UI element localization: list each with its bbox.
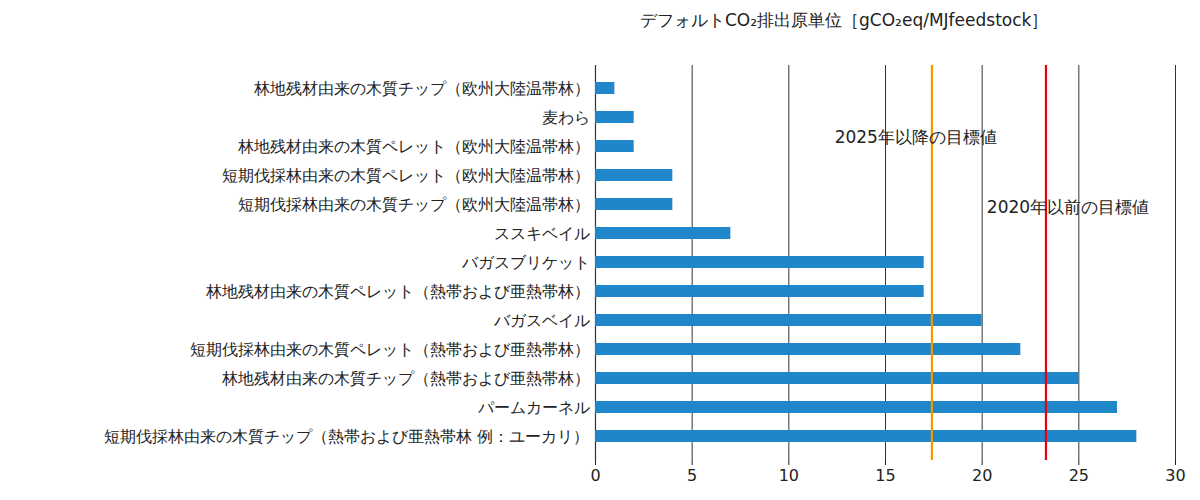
- svg-text:2025年以降の目標値: 2025年以降の目標値: [835, 127, 997, 147]
- svg-text:バガスベイル: バガスベイル: [493, 311, 590, 330]
- svg-text:10: 10: [779, 466, 799, 485]
- svg-text:2020年以前の目標値: 2020年以前の目標値: [987, 197, 1149, 217]
- svg-text:短期伐採林由来の木質チップ（熱帯および亜熱帯林 例：ユーカリ: 短期伐採林由来の木質チップ（熱帯および亜熱帯林 例：ユーカリ）: [104, 427, 589, 446]
- svg-text:5: 5: [687, 466, 697, 485]
- svg-text:短期伐採林由来の木質ペレット（熱帯および亜熱帯林）: 短期伐採林由来の木質ペレット（熱帯および亜熱帯林）: [190, 340, 590, 359]
- svg-text:林地残材由来の木質チップ（熱帯および亜熱帯林）: 林地残材由来の木質チップ（熱帯および亜熱帯林）: [221, 369, 590, 388]
- svg-text:林地残材由来の木質ペレット（熱帯および亜熱帯林）: 林地残材由来の木質ペレット（熱帯および亜熱帯林）: [205, 282, 590, 301]
- svg-text:25: 25: [1069, 466, 1089, 485]
- svg-text:林地残材由来の木質ペレット（欧州大陸温帯林）: 林地残材由来の木質ペレット（欧州大陸温帯林）: [237, 137, 590, 156]
- svg-text:麦わら: 麦わら: [542, 108, 590, 127]
- html-text:デフォルトCO₂排出原単位［gCO₂eq/MJfeedsto: デフォルトCO₂排出原単位［gCO₂eq/MJfeedstock］: [640, 10, 1049, 30]
- svg-text:短期伐採林由来の木質ペレット（欧州大陸温帯林）: 短期伐採林由来の木質ペレット（欧州大陸温帯林）: [222, 166, 590, 185]
- svg-text:20: 20: [972, 466, 992, 485]
- svg-text:短期伐採林由来の木質チップ（欧州大陸温帯林）: 短期伐採林由来の木質チップ（欧州大陸温帯林）: [238, 195, 590, 214]
- svg-text:林地残材由来の木質チップ（欧州大陸温帯林）: 林地残材由来の木質チップ（欧州大陸温帯林）: [253, 79, 590, 98]
- svg-text:15: 15: [875, 466, 895, 485]
- svg-text:ススキベイル: ススキベイル: [494, 224, 590, 243]
- svg-text:0: 0: [590, 466, 600, 485]
- svg-text:パームカーネル: パームカーネル: [477, 398, 590, 417]
- svg-text:30: 30: [1165, 466, 1185, 485]
- svg-text:バガスブリケット: バガスブリケット: [461, 253, 590, 272]
